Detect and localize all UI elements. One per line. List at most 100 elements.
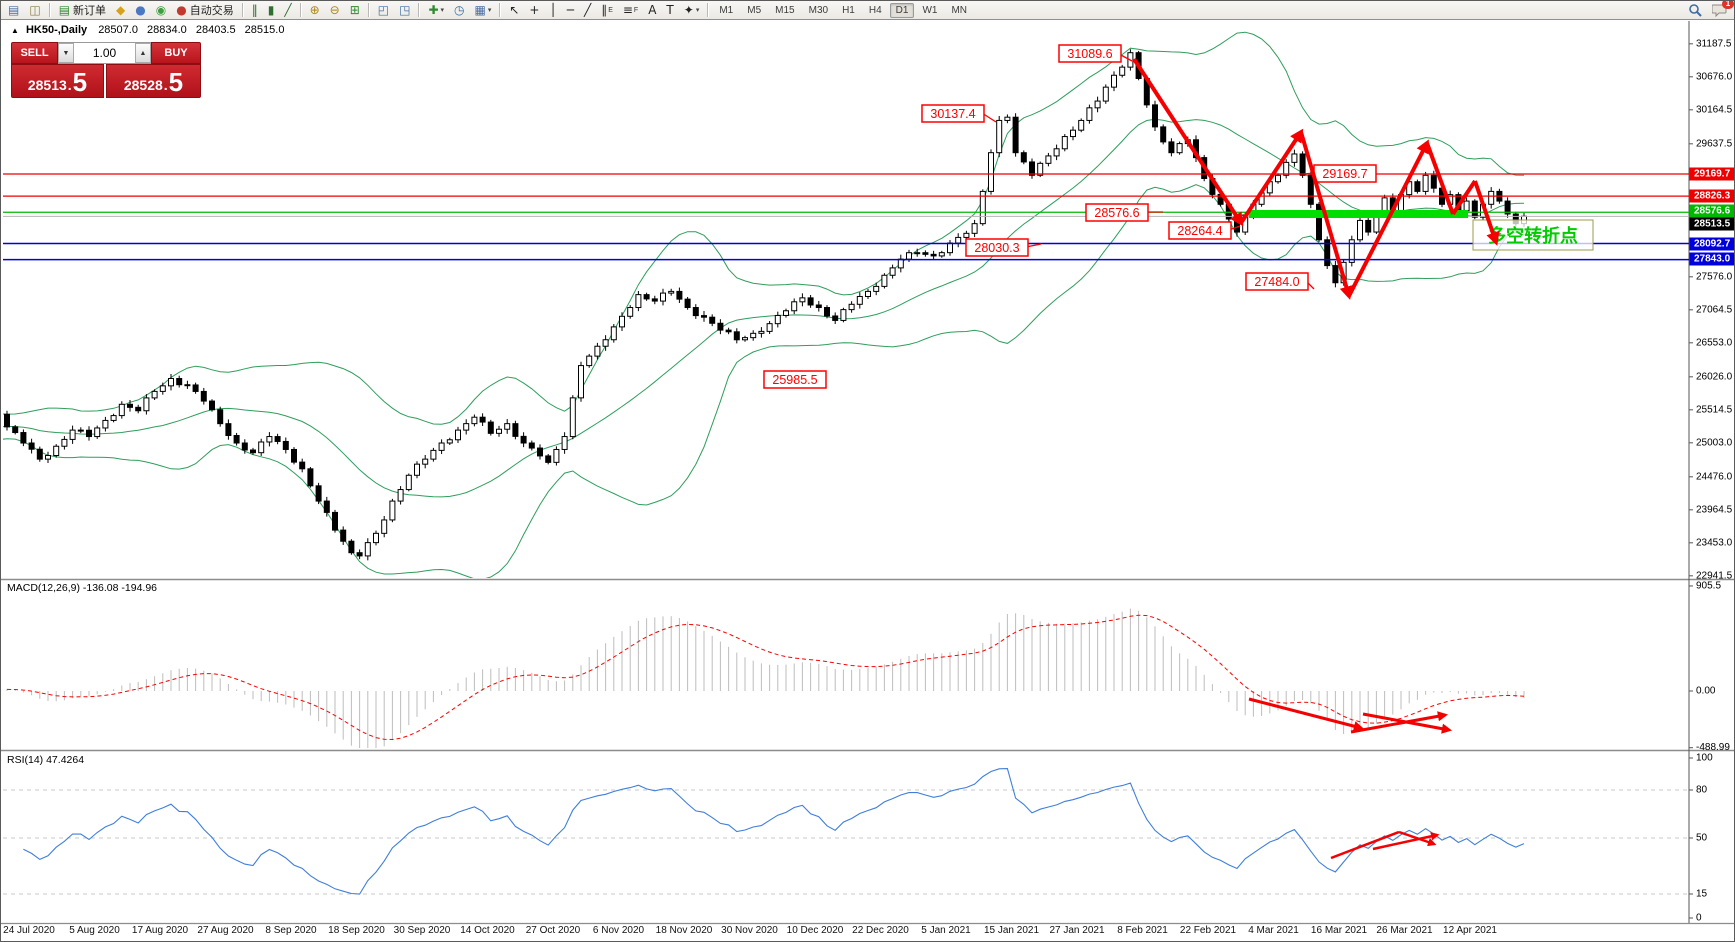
open-chart-icon[interactable]: ▤ — [4, 1, 23, 19]
svg-text:28576.6: 28576.6 — [1694, 206, 1731, 217]
svg-text:31089.6: 31089.6 — [1067, 47, 1112, 61]
text-tool[interactable]: A — [644, 1, 660, 19]
community-icon-glyph: ● — [135, 3, 146, 17]
support-zone-bar — [1249, 210, 1468, 218]
price-tag-28513.5: 28513.5 — [1689, 217, 1734, 231]
tile-windows-icon[interactable]: ⊞ — [346, 1, 364, 19]
svg-text:30 Sep 2020: 30 Sep 2020 — [394, 925, 451, 936]
svg-text:24476.0: 24476.0 — [1696, 471, 1733, 482]
svg-text:15 Jan 2021: 15 Jan 2021 — [984, 925, 1039, 936]
trend-arrows-macd — [1248, 697, 1453, 734]
date-axis: 24 Jul 2020 5 Aug 2020 17 Aug 2020 27 Aug 2… — [3, 925, 1497, 936]
toolbar-separator — [707, 3, 710, 17]
dropdown-caret-icon: ▾ — [487, 7, 492, 14]
bb-lower — [3, 184, 1525, 578]
timeframe-d1[interactable]: D1 — [889, 2, 915, 18]
svg-text:0: 0 — [1696, 913, 1702, 924]
svg-text:25003.0: 25003.0 — [1696, 437, 1733, 448]
svg-text:25985.5: 25985.5 — [772, 373, 817, 387]
add-indicator-button[interactable]: ✚ ▾ — [424, 1, 448, 19]
timeframe-m5[interactable]: M5 — [747, 4, 762, 16]
svg-text:18 Sep 2020: 18 Sep 2020 — [328, 925, 385, 936]
chart-shift-icon-glyph: ◳ — [399, 3, 411, 17]
volume-decrease-button[interactable]: ▼ — [58, 43, 74, 63]
notifications-button[interactable]: 1 — [1708, 1, 1734, 19]
volume-increase-button[interactable]: ▲ — [135, 43, 151, 63]
buy-price-fraction: 5 — [168, 67, 184, 97]
styler-icon-glyph: ◆ — [116, 3, 126, 17]
timeframe-h4[interactable]: H4 — [868, 4, 882, 16]
buy-price-display[interactable]: 28528. 5 — [106, 64, 201, 98]
svg-text:80: 80 — [1696, 785, 1708, 796]
toolbar-separator — [299, 3, 302, 17]
annotation-25985.5: 25985.5 — [763, 370, 827, 389]
community-icon[interactable]: ● — [131, 1, 149, 19]
timeframe-h1[interactable]: H1 — [842, 4, 855, 16]
auto-scroll-icon[interactable]: ◰ — [374, 1, 393, 19]
svg-text:18 Nov 2020: 18 Nov 2020 — [656, 925, 713, 936]
timeframe-w1[interactable]: W1 — [922, 4, 938, 16]
sell-price-display[interactable]: 28513. 5 — [11, 64, 104, 98]
crosshair-tool-glyph: + — [529, 3, 540, 17]
search-button[interactable] — [1684, 1, 1706, 19]
candle-chart-icon[interactable]: ▮ — [264, 1, 279, 19]
svg-text:22 Feb 2021: 22 Feb 2021 — [1180, 925, 1237, 936]
text-label-tool[interactable]: T — [662, 1, 677, 19]
styler-icon[interactable]: ◆ — [112, 1, 129, 19]
timeframe-m1[interactable]: M1 — [719, 4, 734, 16]
auto-trading-button[interactable]: ● 自动交易 — [172, 1, 237, 19]
svg-text:27 Jan 2021: 27 Jan 2021 — [1049, 925, 1104, 936]
svg-text:5 Aug 2020: 5 Aug 2020 — [69, 925, 120, 936]
bar-chart-icon[interactable]: ‖ — [248, 1, 262, 19]
svg-text:10 Dec 2020: 10 Dec 2020 — [787, 925, 844, 936]
chart-canvas[interactable]: 31187.5 30676.0 30164.5 29637.5 27576.0 27064… — [1, 21, 1735, 942]
toolbar-separator — [367, 3, 370, 17]
new-order-button[interactable]: ▤ 新订单 — [55, 1, 110, 19]
svg-text:23453.0: 23453.0 — [1696, 537, 1733, 548]
svg-text:24 Jul 2020: 24 Jul 2020 — [3, 925, 55, 936]
svg-text:905.5: 905.5 — [1696, 580, 1721, 591]
channel-tool-glyph: ∥ — [601, 3, 608, 17]
svg-text:30676.0: 30676.0 — [1696, 71, 1733, 82]
buy-button[interactable]: BUY — [151, 42, 201, 64]
channel-tool[interactable]: ∥ E — [597, 1, 617, 19]
template-icon-glyph: ▦ — [474, 3, 486, 17]
period-clock-icon[interactable]: ◷ — [450, 1, 468, 19]
timeframe-m30[interactable]: M30 — [808, 4, 829, 16]
sell-button[interactable]: SELL — [11, 42, 58, 64]
cursor-tool[interactable]: ↖ — [505, 1, 523, 19]
vertical-line-tool[interactable]: │ — [545, 1, 560, 19]
signals-icon[interactable]: ◉ — [152, 1, 170, 19]
symbol-name: HK50-,Daily — [25, 24, 88, 36]
notification-count-badge: 1 — [1722, 1, 1734, 9]
volume-input[interactable]: 1.00 — [92, 46, 117, 60]
zoom-out-icon[interactable]: ⊖ — [326, 1, 344, 19]
chart-shift-icon[interactable]: ◳ — [395, 1, 414, 19]
text-tool-glyph: A — [648, 3, 657, 17]
collapse-trade-panel-icon[interactable]: ▲ — [11, 26, 19, 35]
svg-text:12 Apr 2021: 12 Apr 2021 — [1443, 925, 1497, 936]
svg-text:28576.6: 28576.6 — [1094, 206, 1139, 220]
svg-text:28513.5: 28513.5 — [1694, 219, 1731, 230]
text-label-tool-glyph: T — [666, 3, 674, 17]
bollinger-bands — [3, 31, 1525, 578]
timeframe-mn[interactable]: MN — [951, 4, 968, 16]
template-icon[interactable]: ▦ ▾ — [471, 1, 496, 19]
line-chart-icon[interactable]: ╱ — [280, 1, 295, 19]
trendline-tool[interactable]: ╱ — [580, 1, 595, 19]
sell-price-main: 28513 — [27, 77, 67, 93]
svg-text:-488.99: -488.99 — [1696, 742, 1730, 753]
timeframe-m15[interactable]: M15 — [775, 4, 795, 16]
svg-text:27484.0: 27484.0 — [1254, 275, 1299, 289]
svg-text:29169.7: 29169.7 — [1322, 167, 1367, 181]
horizontal-line-tool[interactable]: ─ — [563, 1, 578, 19]
tick-chart-icon[interactable]: ◫ — [25, 1, 44, 19]
annotation-30137.4: 30137.4 — [921, 104, 997, 123]
annotation-28576.6: 28576.6 — [1085, 203, 1163, 222]
fibonacci-tool[interactable]: ≡ F — [619, 1, 642, 19]
toolbar-buttons: ▤ ◫ ▤ 新订单 ◆ ● ◉ ● 自动交易 ‖ ▮ ╱ ⊕ ⊖ ⊞ ◰ ◳ ✚ ▾ ◷ ▦ ▾ ↖ + │ ─ ╱ ∥ E ≡ F A T ✦ ▾ — [3, 1, 712, 19]
crosshair-tool[interactable]: + — [525, 1, 543, 19]
zoom-in-icon[interactable]: ⊕ — [306, 1, 324, 19]
arrows-tool[interactable]: ✦ ▾ — [680, 1, 704, 19]
sell-price-fraction: 5 — [72, 67, 88, 97]
